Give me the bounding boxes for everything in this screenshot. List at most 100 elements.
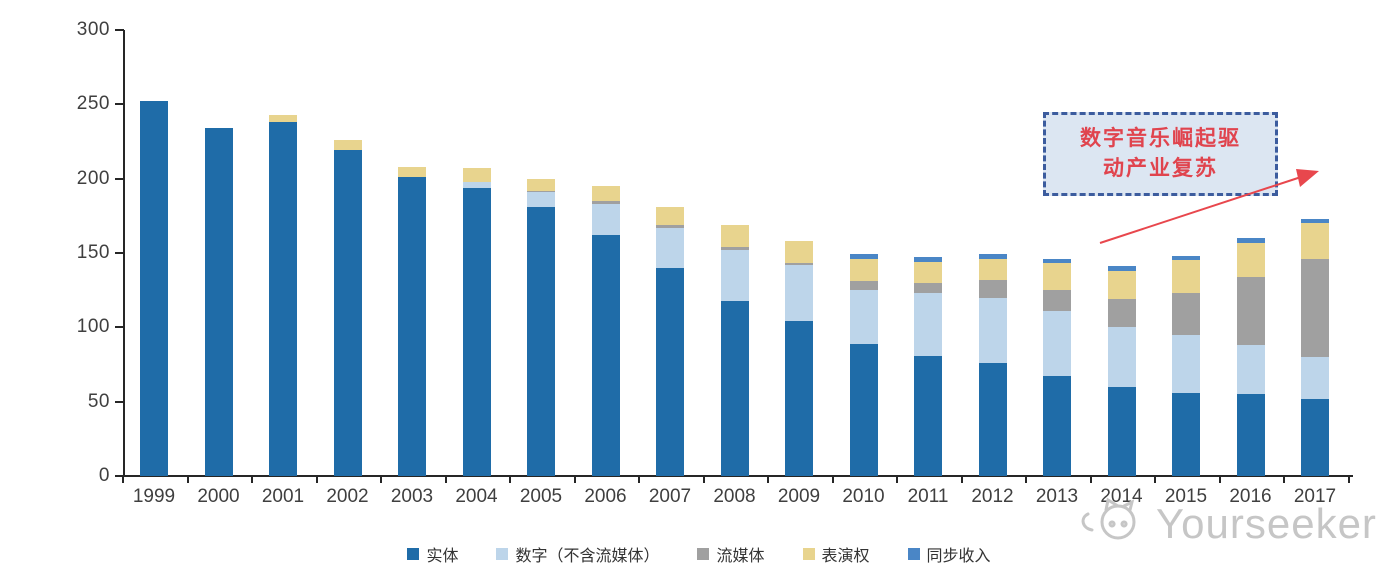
bar-segment-2009 xyxy=(785,241,813,264)
bar-segment-2011 xyxy=(914,293,942,356)
annotation-callout-box: 数字音乐崛起驱 动产业复苏 xyxy=(1043,112,1278,196)
x-tick-mark xyxy=(1089,477,1092,483)
x-tick-label: 2009 xyxy=(777,486,821,507)
bar-segment-1999 xyxy=(140,101,168,476)
x-tick-label: 2001 xyxy=(261,486,305,507)
x-tick-label: 2000 xyxy=(197,486,240,507)
x-tick-mark xyxy=(1347,477,1350,483)
bar-segment-2013 xyxy=(1043,310,1071,377)
bar-segment-2014 xyxy=(1107,327,1136,387)
x-tick-mark xyxy=(122,477,124,483)
bar-segment-2004 xyxy=(462,181,491,188)
bar-segment-2013 xyxy=(1043,290,1071,311)
bar-segment-2013 xyxy=(1043,263,1071,291)
bar-segment-2008 xyxy=(720,300,749,476)
bar-segment-2012 xyxy=(978,297,1007,363)
x-tick-mark xyxy=(767,477,769,483)
x-tick-mark xyxy=(896,477,898,483)
bar-segment-2005 xyxy=(527,190,555,193)
x-tick-mark xyxy=(315,477,318,483)
x-tick-label: 2005 xyxy=(519,486,563,507)
x-tick-label: 2013 xyxy=(1035,486,1079,507)
x-tick-label: 2011 xyxy=(907,486,949,507)
x-tick-label: 2012 xyxy=(971,486,1014,507)
bar-segment-2005 xyxy=(527,206,555,476)
x-tick-label: 2006 xyxy=(584,486,627,507)
bar-segment-2006 xyxy=(591,203,620,236)
x-tick-mark xyxy=(1218,477,1221,483)
bar-segment-2013 xyxy=(1043,258,1071,264)
x-tick-mark xyxy=(444,477,447,483)
bar-segment-2000 xyxy=(204,128,233,476)
bar-segment-2007 xyxy=(656,267,684,476)
x-tick-mark xyxy=(1283,477,1285,483)
legend-label: 流媒体 xyxy=(716,548,765,565)
x-tick-mark xyxy=(509,477,511,483)
bar-segment-2009 xyxy=(785,263,813,265)
bar-segment-2003 xyxy=(398,177,426,476)
legend-label: 表演权 xyxy=(821,548,870,565)
legend-label: 数字（不含流媒体） xyxy=(515,548,660,565)
bar-segment-2002 xyxy=(333,150,362,476)
bar-segment-2015 xyxy=(1172,392,1200,476)
x-tick-label: 2003 xyxy=(390,486,434,507)
legend-swatch-icon xyxy=(407,548,420,560)
bar-segment-2014 xyxy=(1107,386,1136,476)
bar-segment-2001 xyxy=(269,122,297,476)
bar-segment-2012 xyxy=(978,363,1007,476)
bar-segment-2010 xyxy=(849,258,878,282)
annotation-text-line2: 动产业复苏 xyxy=(1103,157,1218,180)
bar-segment-2007 xyxy=(656,227,684,268)
bar-segment-2015 xyxy=(1172,255,1200,261)
bar-segment-2005 xyxy=(527,192,555,207)
x-tick-mark xyxy=(960,477,963,483)
y-tick-label: 300 xyxy=(76,19,110,40)
x-tick-label: 2002 xyxy=(326,486,369,507)
bar-segment-2017 xyxy=(1301,357,1329,399)
legend-item: 数字（不含流媒体） xyxy=(496,542,659,566)
bar-segment-2017 xyxy=(1301,218,1329,224)
bar-segment-2010 xyxy=(849,290,878,344)
bar-segment-2017 xyxy=(1301,398,1329,476)
y-tick-label: 100 xyxy=(76,316,110,338)
bar-segment-2016 xyxy=(1236,242,1265,277)
x-tick-mark xyxy=(380,477,382,483)
legend-swatch-icon xyxy=(496,548,509,560)
x-tick-label: 2010 xyxy=(842,486,885,507)
bar-segment-2010 xyxy=(849,254,878,259)
y-tick-label: 250 xyxy=(76,93,110,115)
bar-segment-2010 xyxy=(849,281,878,291)
bar-segment-2016 xyxy=(1236,345,1265,395)
x-tick-mark xyxy=(186,477,189,483)
legend-swatch-icon xyxy=(697,548,710,560)
y-tick-mark xyxy=(115,326,124,329)
bar-segment-2016 xyxy=(1236,238,1265,243)
y-axis-line xyxy=(123,30,125,477)
bar-segment-2016 xyxy=(1236,276,1265,346)
bar-segment-2011 xyxy=(914,355,942,476)
bar-segment-2017 xyxy=(1301,223,1329,259)
x-tick-mark xyxy=(1154,477,1156,483)
bar-segment-2013 xyxy=(1043,376,1071,476)
x-tick-label: 2015 xyxy=(1164,486,1208,507)
bar-segment-2012 xyxy=(978,254,1007,259)
bar-segment-2010 xyxy=(849,343,878,476)
x-tick-label: 2004 xyxy=(455,486,498,507)
bar-segment-2011 xyxy=(914,282,942,294)
bar-segment-2002 xyxy=(333,140,362,151)
bar-segment-2008 xyxy=(720,250,749,301)
bar-segment-2015 xyxy=(1172,334,1200,393)
bar-segment-2015 xyxy=(1172,293,1200,335)
legend-label: 同步收入 xyxy=(926,548,991,565)
bar-segment-2006 xyxy=(591,186,620,201)
bar-segment-2001 xyxy=(269,114,297,123)
x-tick-label: 2016 xyxy=(1229,486,1272,507)
bar-segment-2014 xyxy=(1107,266,1136,271)
legend-item: 流媒体 xyxy=(697,542,765,566)
y-tick-mark xyxy=(115,400,124,403)
bar-segment-2016 xyxy=(1236,394,1265,476)
annotation-text-line1: 数字音乐崛起驱 xyxy=(1080,127,1241,150)
legend-swatch-icon xyxy=(802,548,815,560)
y-tick-mark xyxy=(115,252,124,254)
